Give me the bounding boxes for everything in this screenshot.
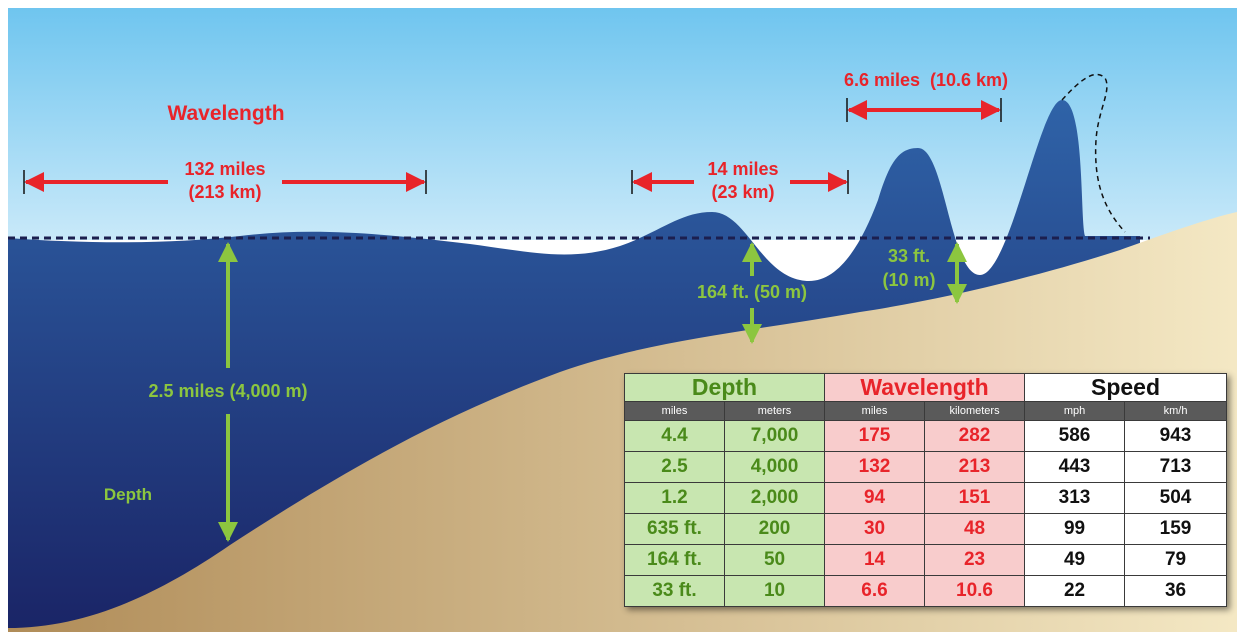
cell-wavelength-miles: 30: [824, 513, 926, 545]
wavelength-label-2-line1: 14 miles: [707, 159, 778, 179]
unit-header: miles: [824, 401, 926, 421]
depth-label-shallow-line1: 33 ft.: [888, 246, 930, 266]
group-header-wavelength: Wavelength: [824, 373, 1026, 402]
depth-label-deep: 2.5 miles (4,000 m): [148, 381, 307, 401]
depth-label-mid: 164 ft. (50 m): [697, 282, 807, 302]
table-row: 33 ft. 10 6.6 10.6 22 36: [624, 575, 1228, 607]
cell-speed-mph: 313: [1024, 482, 1126, 514]
cell-wavelength-km: 10.6: [924, 575, 1026, 607]
cell-wavelength-miles: 14: [824, 544, 926, 576]
unit-header: kilometers: [924, 401, 1026, 421]
wavelength-label-1-line1: 132 miles: [184, 159, 265, 179]
cell-speed-mph: 99: [1024, 513, 1126, 545]
breaking-wave-outline: [1061, 73, 1126, 233]
table-row: 4.4 7,000 175 282 586 943: [624, 420, 1228, 452]
cell-wavelength-miles: 6.6: [824, 575, 926, 607]
cell-wavelength-miles: 132: [824, 451, 926, 483]
depth-title: Depth: [104, 485, 152, 504]
cell-wavelength-miles: 175: [824, 420, 926, 452]
cell-speed-mph: 22: [1024, 575, 1126, 607]
cell-depth-miles: 1.2: [624, 482, 725, 514]
table-row: 2.5 4,000 132 213 443 713: [624, 451, 1228, 483]
unit-header: km/h: [1124, 401, 1228, 421]
cell-speed-kmh: 159: [1124, 513, 1228, 545]
cell-wavelength-miles: 94: [824, 482, 926, 514]
wavelength-arrow-2: [631, 170, 849, 194]
cell-wavelength-km: 213: [924, 451, 1026, 483]
unit-header-row: miles meters miles kilometers mph km/h: [624, 401, 1228, 421]
wavelength-arrow-3: [846, 98, 1002, 122]
cell-speed-mph: 443: [1024, 451, 1126, 483]
table-body: 4.4 7,000 175 282 586 943 2.5 4,000 132 213 443 713…: [624, 420, 1228, 607]
cell-speed-kmh: 943: [1124, 420, 1228, 452]
cell-depth-miles: 164 ft.: [624, 544, 725, 576]
cell-speed-kmh: 79: [1124, 544, 1228, 576]
wavelength-arrow-1: [23, 170, 427, 194]
cell-depth-meters: 4,000: [723, 451, 826, 483]
cell-depth-miles: 2.5: [624, 451, 725, 483]
table-row: 1.2 2,000 94 151 313 504: [624, 482, 1228, 514]
cell-depth-meters: 200: [723, 513, 826, 545]
table-row: 164 ft. 50 14 23 49 79: [624, 544, 1228, 576]
group-header-speed: Speed: [1024, 373, 1228, 402]
cell-depth-meters: 7,000: [723, 420, 826, 452]
cell-wavelength-km: 48: [924, 513, 1026, 545]
cell-wavelength-km: 151: [924, 482, 1026, 514]
cell-speed-mph: 49: [1024, 544, 1126, 576]
cell-depth-miles: 4.4: [624, 420, 725, 452]
wavelength-label-1-line2: (213 km): [188, 182, 261, 202]
cell-speed-kmh: 504: [1124, 482, 1228, 514]
group-header-depth: Depth: [623, 373, 826, 402]
wavelength-title: Wavelength: [167, 102, 284, 125]
wavelength-label-2-line2: (23 km): [711, 182, 774, 202]
depth-label-shallow-line2: (10 m): [882, 270, 935, 290]
wavelength-label-3: 6.6 miles (10.6 km): [844, 70, 1008, 90]
cell-depth-miles: 635 ft.: [624, 513, 725, 545]
table-row: 635 ft. 200 30 48 99 159: [624, 513, 1228, 545]
cell-wavelength-km: 282: [924, 420, 1026, 452]
unit-header: mph: [1024, 401, 1126, 421]
cell-speed-mph: 586: [1024, 420, 1126, 452]
cell-depth-meters: 10: [723, 575, 826, 607]
tsunami-data-table: Depth Wavelength Speed miles meters miles k…: [623, 373, 1228, 607]
cell-wavelength-km: 23: [924, 544, 1026, 576]
cell-depth-meters: 50: [723, 544, 826, 576]
cell-depth-miles: 33 ft.: [624, 575, 725, 607]
cell-depth-meters: 2,000: [723, 482, 826, 514]
cell-speed-kmh: 36: [1124, 575, 1228, 607]
cell-speed-kmh: 713: [1124, 451, 1228, 483]
unit-header: miles: [624, 401, 725, 421]
unit-header: meters: [723, 401, 826, 421]
